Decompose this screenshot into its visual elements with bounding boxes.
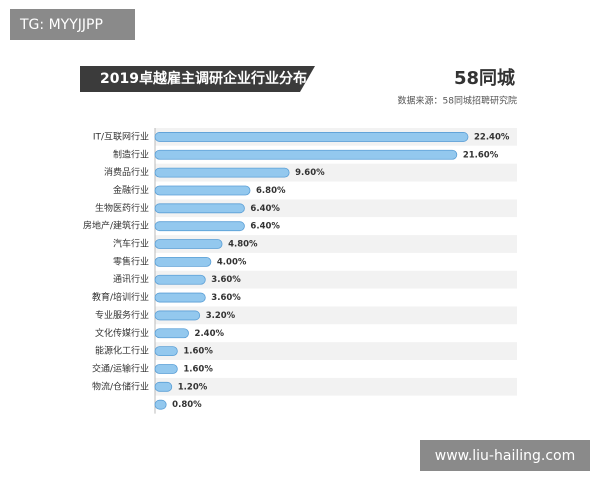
value-label: 3.60% [211,275,241,285]
bar [154,399,167,410]
category-label: 教育/培训行业 [92,291,149,303]
bar [154,256,212,267]
value-label: 0.80% [172,400,202,410]
value-label: 6.40% [250,204,280,214]
bar [154,274,206,285]
bar [154,239,223,249]
bar [154,221,245,232]
row-background [155,217,517,236]
row-background [155,324,517,343]
value-label: 4.80% [228,240,258,250]
category-label: 文化传媒行业 [95,327,149,339]
source: 数据来源：58同城招聘研究院 [398,95,517,107]
plot-area: IT/互联网行业 22.40% 制造行业 21.60% 消费品行业 9.60% 金融行业 6.… [83,128,517,414]
row-background [155,288,517,307]
category-label: 交通/运输行业 [92,362,149,374]
title-banner [80,66,315,92]
value-label: 3.60% [211,293,241,303]
bar [154,203,245,214]
row-background [155,377,517,396]
value-label: 9.60% [295,168,325,178]
value-label: 3.20% [206,311,236,321]
value-label: 1.20% [178,382,208,392]
row-background [155,235,517,253]
category-label: 制造行业 [113,148,149,160]
row-background [155,395,517,414]
value-label: 6.40% [250,222,280,232]
chart-title: 2019卓越雇主调研企业行业分布 [100,70,307,87]
category-label: 专业服务行业 [95,309,149,321]
bar [154,328,189,339]
bar [154,132,469,142]
row-background [155,270,517,289]
bar [154,185,251,196]
logo: 58同城 [454,67,515,89]
value-label: 21.60% [463,150,499,160]
bar [154,292,206,303]
watermark: TG: MYYJJPP [19,17,103,33]
bar [154,381,173,392]
value-label: 1.60% [183,364,213,374]
bar [154,310,201,321]
value-label: 4.00% [217,257,247,267]
row-background [155,306,517,325]
category-label: 通讯行业 [113,273,149,285]
bar [154,149,458,160]
value-label: 2.40% [195,329,225,339]
bar [154,167,290,178]
value-label: 6.80% [256,186,286,196]
watermark-box [10,9,135,40]
bar [154,346,178,357]
category-label: 汽车行业 [113,238,149,250]
row-background [155,199,517,218]
value-label: 1.60% [183,347,213,357]
watermark: www.liu-hailing.com [435,448,575,464]
category-label: 物流/仓储行业 [92,380,149,392]
category-label: 能源化工行业 [95,345,149,357]
category-label: 生物医药行业 [95,202,149,214]
category-label: 消费品行业 [104,166,149,178]
category-label: 房地产/建筑行业 [83,220,149,232]
bar [154,364,178,374]
row-background [155,342,517,361]
category-label: 金融行业 [113,184,149,196]
row-background [155,360,517,378]
row-background [155,252,517,271]
category-label: 零售行业 [113,255,149,267]
watermark-box [420,440,590,471]
value-label: 22.40% [474,132,510,142]
category-label: IT/互联网行业 [93,130,149,142]
